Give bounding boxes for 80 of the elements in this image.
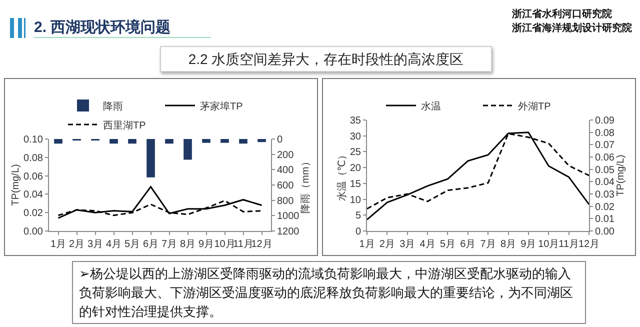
x-tick-label: 12月 <box>251 239 272 250</box>
x-tick-label: 2月 <box>379 239 395 250</box>
bar <box>184 139 192 160</box>
y2-tick-label: 0.00 <box>595 226 615 238</box>
y2-tick-label: 0.03 <box>595 190 615 200</box>
y-axis-title: 水温（℃） <box>336 150 348 202</box>
text: 2.2 水质空间差异大，存在时段性的高浓度区 <box>160 46 492 72</box>
y2-tick-label: 400 <box>277 165 294 176</box>
legend-label: 降雨 <box>103 100 123 112</box>
y2-tick-label: 0.05 <box>595 164 615 176</box>
y2-tick-label: 0.04 <box>595 177 615 188</box>
y-tick-label: 0.04 <box>24 190 44 201</box>
x-tick-label: 10月 <box>538 239 560 250</box>
y2-tick-label: 200 <box>277 150 294 161</box>
x-tick-label: 1月 <box>50 239 66 250</box>
y-tick-label: 0.10 <box>24 134 44 146</box>
y2-tick-label: 0.06 <box>595 152 615 164</box>
y-axis-title: TP(mg/L) <box>10 164 22 206</box>
y2-tick-label: 800 <box>277 196 294 207</box>
y2-tick-label: 0.08 <box>595 128 615 139</box>
y-tick-label: 0.08 <box>24 152 44 164</box>
legend-label: 水温 <box>421 100 441 112</box>
y-tick-label: 30 <box>350 131 362 142</box>
y2-tick-label: 0.09 <box>595 116 615 126</box>
y-tick-label: 0.02 <box>24 208 44 220</box>
bar <box>239 139 248 144</box>
y-tick-label: 35 <box>350 116 362 126</box>
x-tick-label: 11月 <box>558 239 580 250</box>
y-tick-label: 0.06 <box>24 171 44 182</box>
x-tick-label: 1月 <box>359 239 375 250</box>
x-tick-label: 11月 <box>233 239 254 250</box>
text: ➢杨公堤以西的上游湖区受降雨驱动的流域负荷影响最大，中游湖区受配水驱动的输入负荷影响最大、下游湖区受温度驱动的底泥释放负荷影响最大的重要结论，为不同湖区的针对性治理提供支撑。 <box>72 261 586 324</box>
chart-title: 2. 西湖现状环境问题 <box>34 18 211 38</box>
bar <box>220 139 229 143</box>
y-tick-label: 5 <box>355 210 362 222</box>
y2-tick-label: 600 <box>277 180 294 192</box>
x-tick-label: 7月 <box>480 239 496 250</box>
y2-axis-title: TP(mg/L) <box>615 154 626 196</box>
x-tick-label: 2月 <box>68 239 85 250</box>
x-tick-label: 6月 <box>142 239 159 250</box>
x-tick-label: 5月 <box>440 239 456 250</box>
x-tick-label: 3月 <box>87 239 104 250</box>
x-tick-label: 9月 <box>198 239 214 250</box>
legend-label: 外湖TP <box>518 100 552 112</box>
bar <box>258 139 266 142</box>
x-tick-label: 4月 <box>420 239 436 250</box>
y-tick-label: 20 <box>350 163 362 174</box>
x-tick-label: 6月 <box>460 239 476 250</box>
y2-tick-label: 1000 <box>277 211 300 222</box>
x-tick-label: 9月 <box>520 239 536 250</box>
x-tick-label: 12月 <box>578 239 600 250</box>
bar <box>54 139 62 144</box>
y-tick-label: 0 <box>355 226 362 238</box>
y-tick-label: 10 <box>350 194 362 206</box>
y2-tick-label: 0.02 <box>595 202 615 213</box>
legend-label: 西里湖TP <box>103 119 146 132</box>
x-tick-label: 4月 <box>106 239 122 250</box>
x-tick-label: 10月 <box>214 239 236 250</box>
bar <box>110 139 118 144</box>
x-tick-label: 7月 <box>161 239 178 250</box>
y2-tick-label: 0.01 <box>595 214 615 226</box>
x-tick-label: 8月 <box>180 239 196 250</box>
y2-tick-label: 0.07 <box>595 140 615 152</box>
y-tick-label: 25 <box>350 147 362 158</box>
bar <box>165 139 174 144</box>
x-tick-label: 5月 <box>124 239 140 250</box>
y-tick-label: 15 <box>350 178 362 190</box>
x-tick-label: 3月 <box>400 239 416 250</box>
x-tick-label: 8月 <box>500 239 516 250</box>
y2-axis-title: 降雨（mm） <box>300 156 312 214</box>
y2-tick-label: 1200 <box>277 226 300 238</box>
bar <box>146 139 155 178</box>
bar <box>128 139 136 144</box>
y-tick-label: 0.00 <box>24 226 44 238</box>
text: 浙江省水利河口研究院 <box>512 9 612 20</box>
line-series <box>58 186 262 219</box>
text: 浙江省海洋规划设计研究院 <box>512 23 632 34</box>
legend-label: 茅家埠TP <box>200 100 244 112</box>
bar <box>202 139 210 143</box>
y2-tick-label: 0 <box>277 134 283 146</box>
